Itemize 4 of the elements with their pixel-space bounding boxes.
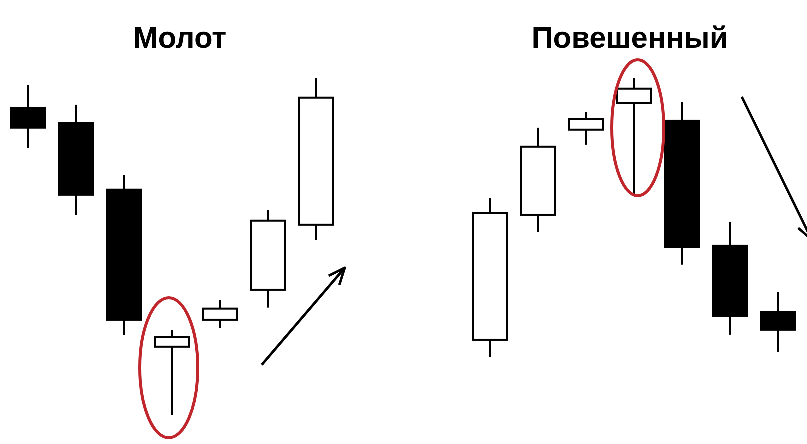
chart-title: Повешенный: [532, 22, 728, 55]
chart-title: Молот: [133, 22, 227, 55]
candlestick: [616, 77, 652, 196]
candlestick: [154, 329, 190, 416]
